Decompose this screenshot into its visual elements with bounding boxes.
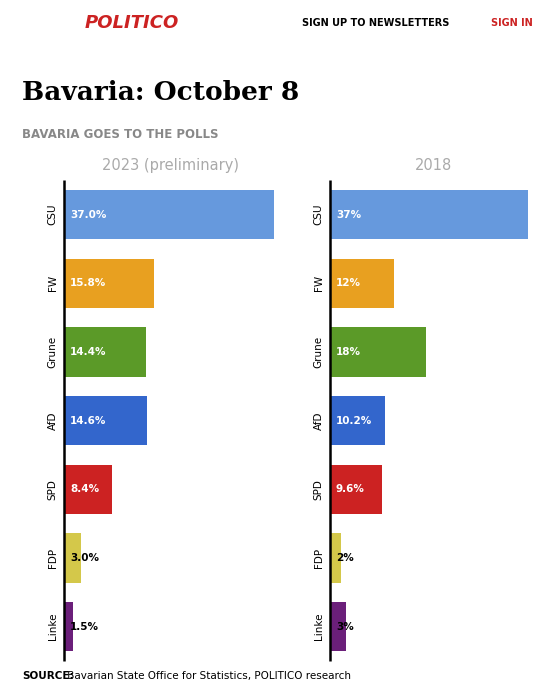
Text: SIGN UP TO NEWSLETTERS: SIGN UP TO NEWSLETTERS [302,18,450,28]
Text: SIGN IN: SIGN IN [491,18,533,28]
Text: FW: FW [48,275,58,291]
Text: SOURCE:: SOURCE: [22,671,74,680]
Text: 3.0%: 3.0% [70,553,99,563]
Text: 37.0%: 37.0% [70,210,106,220]
Text: SPD: SPD [48,479,58,500]
FancyBboxPatch shape [64,465,112,514]
Text: 9.6%: 9.6% [336,484,365,494]
Text: 14.4%: 14.4% [70,347,106,357]
Text: 2018: 2018 [416,158,452,173]
FancyBboxPatch shape [330,533,341,582]
Text: 10.2%: 10.2% [336,416,372,426]
Text: SPD: SPD [314,479,324,500]
Text: 2%: 2% [336,553,354,563]
Text: 37%: 37% [336,210,361,220]
FancyBboxPatch shape [330,465,381,514]
Text: 12%: 12% [336,279,361,288]
Text: Grune: Grune [48,336,58,368]
Text: 18%: 18% [336,347,361,357]
FancyBboxPatch shape [330,258,394,308]
FancyBboxPatch shape [64,396,147,445]
Text: 8.4%: 8.4% [70,484,99,494]
FancyBboxPatch shape [64,190,274,239]
Text: Bavarian State Office for Statistics, POLITICO research: Bavarian State Office for Statistics, PO… [64,671,352,680]
Text: Grune: Grune [314,336,324,368]
Text: POLITICO: POLITICO [84,14,179,32]
Text: BAVARIA GOES TO THE POLLS: BAVARIA GOES TO THE POLLS [22,128,219,141]
FancyBboxPatch shape [330,396,385,445]
Text: 3%: 3% [336,622,354,631]
Text: 1.5%: 1.5% [70,622,99,631]
Text: FW: FW [314,275,324,291]
Text: AfD: AfD [48,412,58,430]
FancyBboxPatch shape [330,190,528,239]
FancyBboxPatch shape [64,533,81,582]
Text: FDP: FDP [314,548,324,568]
FancyBboxPatch shape [64,328,146,377]
Text: FDP: FDP [48,548,58,568]
Text: 15.8%: 15.8% [70,279,106,288]
Text: 2023 (preliminary): 2023 (preliminary) [102,158,239,173]
Text: 14.6%: 14.6% [70,416,106,426]
FancyBboxPatch shape [64,258,154,308]
Text: CSU: CSU [48,204,58,225]
Text: Bavaria: October 8: Bavaria: October 8 [22,80,300,104]
Text: Linke: Linke [314,613,324,641]
Text: Linke: Linke [48,613,58,641]
FancyBboxPatch shape [330,328,426,377]
Text: CSU: CSU [314,204,324,225]
FancyBboxPatch shape [330,602,347,652]
Text: AfD: AfD [314,412,324,430]
FancyBboxPatch shape [64,602,73,652]
